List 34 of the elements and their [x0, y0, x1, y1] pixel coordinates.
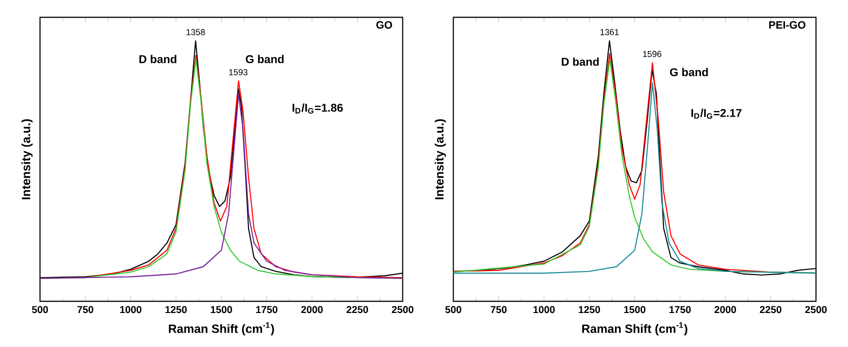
- x-tick-label: 500: [445, 306, 462, 314]
- annotation: G band: [670, 68, 708, 76]
- x-tick-label: 1000: [534, 306, 555, 314]
- x-tick-label: 2500: [392, 306, 414, 314]
- x-tick-label: 1250: [166, 306, 187, 314]
- x-tick-label: 2000: [301, 306, 323, 314]
- x-tick-label: 1500: [210, 306, 232, 314]
- x-tick-label: 500: [32, 306, 48, 314]
- x-tick-label: 2000: [714, 306, 736, 314]
- annotation: 1593: [229, 69, 248, 76]
- y-axis-title: Intensity (a.u.): [21, 119, 33, 200]
- annotation: D band: [562, 58, 599, 66]
- x-axis-title: Raman Shift (cm$^{-1}$): [168, 322, 274, 336]
- x-tick-label: 1750: [256, 306, 278, 314]
- x-tick-label: 1750: [670, 306, 691, 314]
- x-tick-label: 2250: [760, 306, 782, 314]
- x-tick-label: 750: [490, 306, 507, 314]
- y-axis-title: Intensity (a.u.): [434, 119, 446, 200]
- x-tick-label: 750: [77, 306, 94, 314]
- x-axis-title: Raman Shift (cm$^{-1}$): [582, 322, 688, 336]
- x-tick-label: 2250: [346, 306, 368, 314]
- x-tick-label: 2500: [805, 306, 827, 314]
- chart-title: PEI-GO: [769, 21, 806, 29]
- annotation: I$_{D}$/I$_{G}$=2.17: [691, 108, 742, 119]
- x-tick-label: 1500: [624, 306, 646, 314]
- annotation: D band: [139, 55, 176, 64]
- chart-title: GO: [376, 21, 392, 29]
- annotation: G band: [246, 55, 284, 64]
- x-tick-label: 1000: [120, 306, 142, 314]
- annotation: 1358: [186, 29, 205, 36]
- annotation: I$_{D}$/I$_{G}$=1.86: [292, 104, 343, 114]
- annotation: 1361: [600, 29, 619, 36]
- annotation: 1596: [643, 51, 662, 58]
- x-tick-label: 1250: [578, 306, 600, 314]
